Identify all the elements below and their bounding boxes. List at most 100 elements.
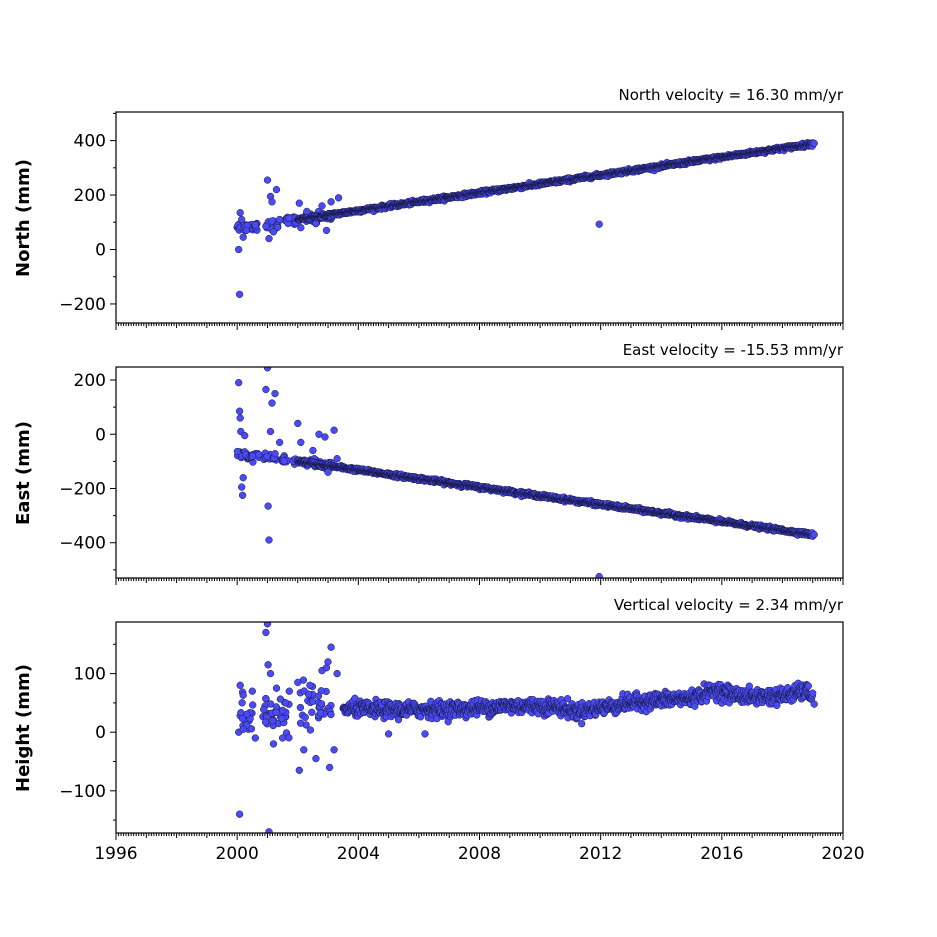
east-data-point <box>324 468 332 476</box>
height-data-point <box>316 709 325 717</box>
east-data-point <box>233 447 242 456</box>
height-data-point <box>281 699 290 707</box>
height-data-point <box>324 658 332 666</box>
north-ytick-label: −200 <box>59 295 106 315</box>
vertical-velocity-label: Vertical velocity = 2.34 mm/yr <box>614 596 844 614</box>
north-velocity-label: North velocity = 16.30 mm/yr <box>619 86 844 104</box>
height-data-point <box>306 681 314 689</box>
height-data-point <box>266 669 275 678</box>
north-ytick-label: 0 <box>95 240 106 260</box>
height-data-point <box>314 692 323 700</box>
east-data-point <box>239 474 247 482</box>
height-data-point <box>272 684 281 692</box>
north-data-point <box>334 194 343 202</box>
height-data-point <box>264 661 272 669</box>
height-data-point <box>238 714 247 723</box>
height-data-point <box>279 706 287 715</box>
height-data-point <box>285 687 293 695</box>
east-markers <box>233 367 818 578</box>
north-data-point <box>595 220 603 228</box>
east-data-point <box>294 419 302 428</box>
height-data-point <box>300 746 308 754</box>
height-data-point <box>260 705 268 714</box>
height-data-point <box>269 717 277 725</box>
north-data-point <box>275 215 284 224</box>
height-data-point <box>278 714 286 723</box>
height-data-point <box>276 695 285 703</box>
height-data-point <box>248 687 256 695</box>
panel-north: North velocity = 16.30 mm/yr North (mm) … <box>13 86 844 330</box>
north-data-point <box>295 199 303 207</box>
east-ytick-label: −400 <box>59 534 106 554</box>
north-data-point <box>312 219 320 228</box>
east-data-point <box>280 457 288 465</box>
height-data-point <box>278 734 287 742</box>
height-data-point <box>804 682 812 690</box>
north-data-point <box>322 226 331 235</box>
north-data-point <box>265 234 273 243</box>
north-data-point <box>239 233 247 241</box>
height-data-point <box>330 746 338 754</box>
height-data-point <box>269 740 278 748</box>
north-ytick-label: 200 <box>74 186 106 206</box>
height-data-point <box>236 681 244 689</box>
height-axes-frame <box>115 621 844 834</box>
north-data-point <box>269 228 278 236</box>
height-data-point <box>261 718 270 726</box>
north-data-point <box>327 198 335 206</box>
north-data-point <box>235 290 244 299</box>
east-data-point <box>297 438 305 447</box>
north-data-point <box>268 217 276 225</box>
north-data-point <box>318 202 326 210</box>
east-data-point <box>266 427 275 436</box>
height-data-point <box>325 763 334 772</box>
height-data-point <box>384 730 393 738</box>
east-data-point <box>271 450 279 458</box>
east-data-point <box>235 379 243 387</box>
north-data-point <box>268 198 276 206</box>
height-data-point <box>308 708 316 716</box>
east-data-point <box>265 536 273 544</box>
north-data-point <box>297 224 305 232</box>
height-data-point <box>294 678 302 687</box>
north-axis-label: North (mm) <box>13 159 34 277</box>
east-ytick-label: −200 <box>59 480 106 500</box>
east-data-point <box>268 399 276 407</box>
north-data-point <box>236 209 244 217</box>
height-data-point <box>312 754 320 763</box>
north-data-point <box>262 222 270 230</box>
height-data-point <box>262 628 270 637</box>
height-data-point <box>243 710 251 718</box>
height-data-point <box>809 689 817 697</box>
height-ytick-label: 0 <box>95 723 106 743</box>
height-data-point <box>235 810 244 818</box>
height-data-point <box>263 622 272 628</box>
height-data-point <box>272 708 280 717</box>
height-data-point <box>306 726 315 734</box>
height-data-point <box>247 725 256 733</box>
east-data-point <box>248 452 257 460</box>
height-data-point <box>262 694 270 703</box>
height-data-point <box>333 669 341 678</box>
east-data-point <box>810 530 818 539</box>
east-data-point <box>309 446 317 455</box>
east-data-point <box>241 431 249 440</box>
east-data-point <box>595 572 603 578</box>
north-data-point <box>810 139 818 147</box>
east-data-point <box>263 367 272 372</box>
height-data-point <box>563 695 572 703</box>
height-data-point <box>238 699 246 707</box>
north-data-point <box>235 245 243 254</box>
east-data-point <box>238 491 247 499</box>
height-data-point <box>249 701 257 709</box>
east-data-point <box>264 502 272 510</box>
north-data-point <box>263 176 272 184</box>
height-data-point <box>251 734 259 742</box>
height-markers <box>235 622 818 833</box>
east-data-point <box>275 438 284 447</box>
panel-east: East velocity = -15.53 mm/yr East (mm) −… <box>13 341 844 585</box>
height-data-point <box>285 734 293 742</box>
east-axes-frame <box>115 366 844 579</box>
east-data-point <box>263 452 271 461</box>
